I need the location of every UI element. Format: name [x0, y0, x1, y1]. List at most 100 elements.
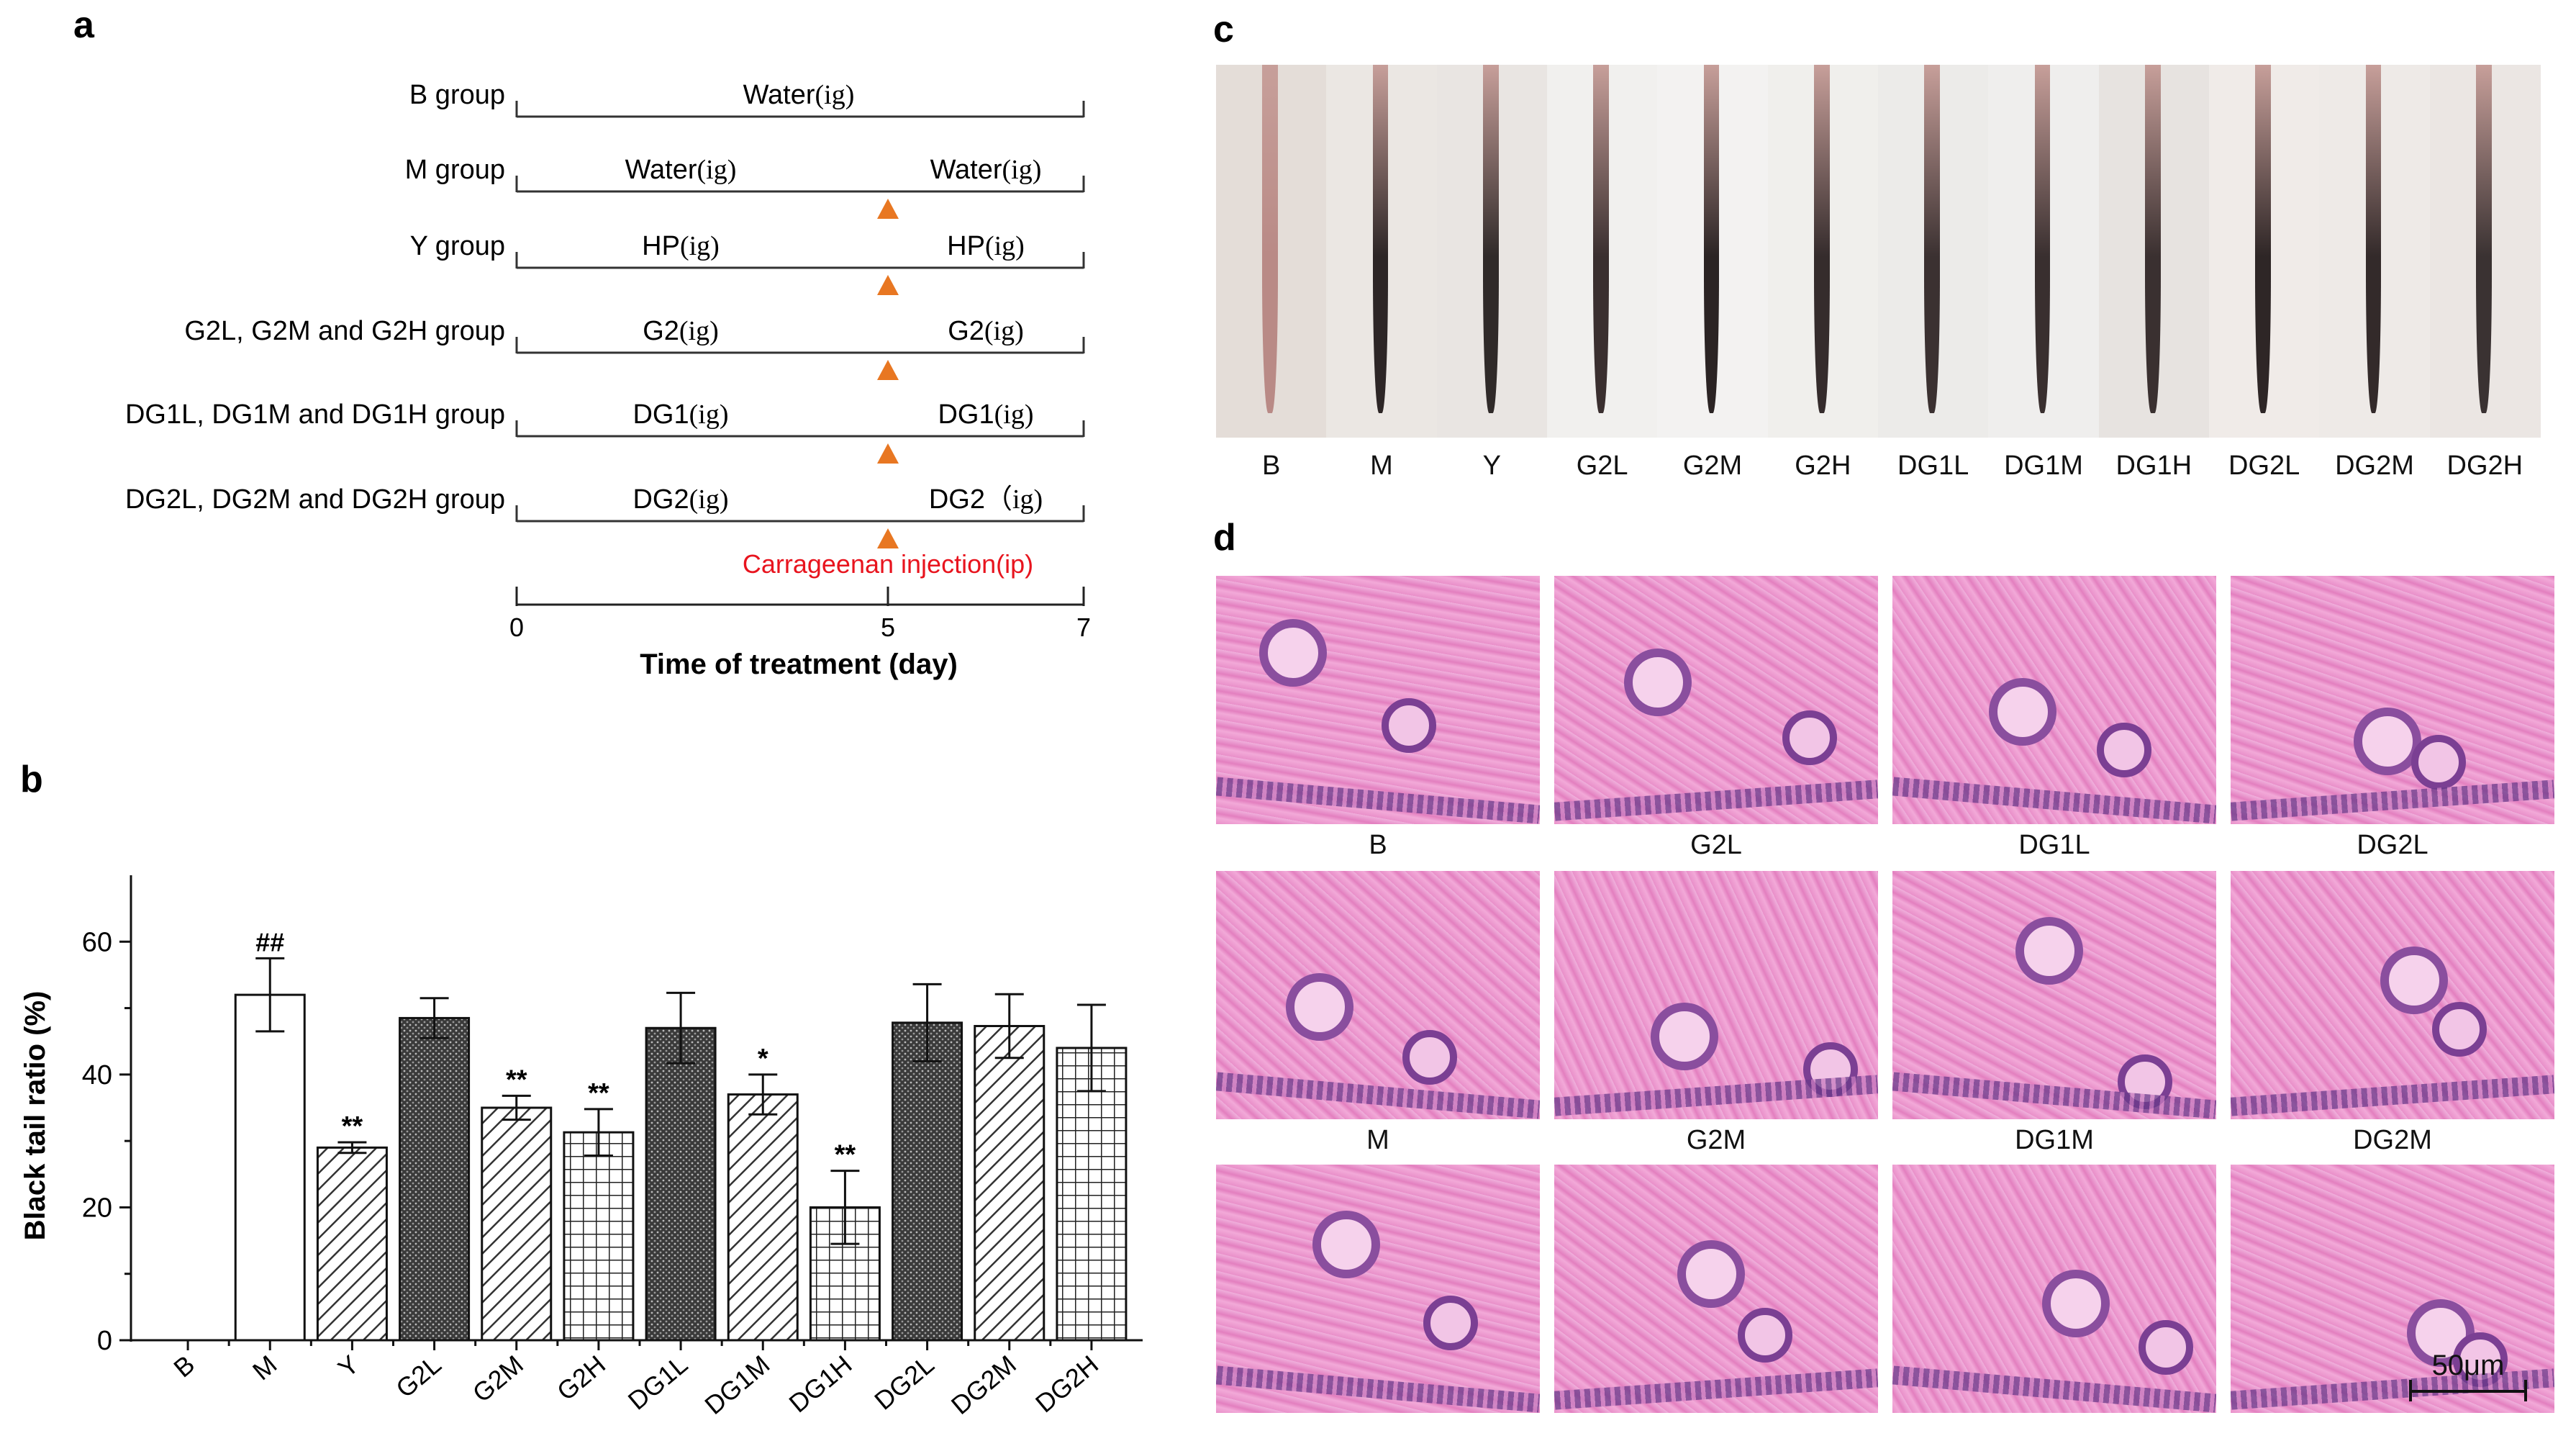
tail-shape [2476, 65, 2492, 413]
significance-mark: ** [342, 1111, 363, 1142]
tail-photo-label: M [1370, 451, 1393, 481]
histology-image [2231, 871, 2554, 1119]
tail-photo-label: B [1261, 451, 1281, 481]
timeline-treatment-after: HP(ig) [947, 231, 1025, 261]
histology-image [1892, 871, 2216, 1119]
timeline-group-label: DG1L, DG1M and DG1H group [125, 399, 505, 430]
panel-label-a: a [73, 4, 95, 46]
panel-label-b: b [20, 759, 43, 800]
timeline-treatment-after: G2(ig) [948, 316, 1024, 346]
bar-G2L [399, 1016, 471, 1342]
tail-shape [1483, 65, 1499, 413]
histology-label: M [1366, 1125, 1389, 1155]
tail-photo-label: DG2M [2335, 451, 2414, 481]
timeline-treatment-after: DG1(ig) [938, 399, 1033, 430]
histology-label: G2L [1690, 830, 1742, 860]
injection-marker [877, 443, 899, 464]
tail-shape [1593, 65, 1609, 413]
histology-label: B [1369, 830, 1387, 860]
bar-G2M [481, 1106, 553, 1342]
histology-label: DG2M [2353, 1125, 2432, 1155]
bar-DG2L [892, 1021, 963, 1342]
timeline-treatment-after: DG2（ig) [929, 484, 1043, 515]
x-tick-label: DG1H [784, 1350, 858, 1419]
significance-mark: ## [255, 927, 284, 957]
injection-marker [877, 360, 899, 380]
histology-image [2231, 576, 2554, 824]
tail-photo-label: DG1M [2004, 451, 2083, 481]
timeline-panel: a B group Water(ig) M group Water(ig) Water(… [73, 4, 1091, 680]
x-tick-label: DG1L [622, 1350, 693, 1416]
bar-chart-panel: b Black tail ratio (%) 0 20 40 60 B ## M ** Y G2… [19, 759, 1143, 1420]
timeline-treatment-after: Water(ig) [930, 155, 1042, 185]
timeline-xlabel: Time of treatment (day) [640, 649, 958, 680]
x-tick-label: M [247, 1350, 282, 1386]
scale-bar-label: 50μm [2431, 1350, 2505, 1381]
bar-Y [316, 1146, 388, 1342]
panel-label-d: d [1213, 517, 1236, 559]
tail-shape [1703, 65, 1720, 413]
tail-photo-label: G2M [1682, 451, 1743, 481]
timeline-treatment-before: G2(ig) [643, 316, 719, 346]
scale-bar: 50μm [2403, 1350, 2533, 1407]
tail-shape [2365, 65, 2382, 413]
bar-DG2M [974, 1024, 1046, 1342]
timeline-treatment-before: DG1(ig) [632, 399, 728, 430]
tail-shape [2145, 65, 2161, 413]
panel-label-c: c [1213, 9, 1234, 50]
histology-image [1216, 871, 1540, 1119]
timeline-treatment-before: Water(ig) [743, 80, 855, 110]
bar-DG1L [645, 1026, 717, 1342]
timeline-group-label: Y group [410, 231, 505, 261]
tail-shape [2255, 65, 2271, 413]
timeline-treatment-before: Water(ig) [625, 155, 737, 185]
tail-shape [1814, 65, 1830, 413]
tail-photo-label: DG2L [2228, 451, 2300, 481]
y-tick-label: 60 [82, 927, 112, 957]
timeline-group-label: G2L, G2M and G2H group [184, 316, 505, 346]
tail-photo-label: DG2H [2446, 451, 2523, 481]
x-tick-label: G2L [390, 1350, 446, 1404]
histology-label: DG1M [2015, 1125, 2094, 1155]
injection-marker [877, 275, 899, 295]
timeline-group-label: DG2L, DG2M and DG2H group [125, 484, 505, 515]
tail-shape [1372, 65, 1389, 413]
timeline-treatment-before: DG2(ig) [632, 484, 728, 515]
histology-label: DG1L [2018, 830, 2090, 860]
tail-photo-label: G2H [1795, 451, 1851, 481]
x-tick-label: G2H [551, 1350, 611, 1406]
x-tick-label: G2M [467, 1350, 529, 1409]
histology-image [1554, 576, 1878, 824]
tail-photo-strip [1216, 65, 2541, 438]
tail-shape [1262, 65, 1278, 413]
bar-DG1M [727, 1093, 799, 1342]
timeline-tick-0: 0 [509, 613, 524, 642]
bar-G2H [563, 1131, 635, 1342]
y-axis-label: Black tail ratio (%) [19, 991, 51, 1241]
histology-image [1554, 871, 1878, 1119]
timeline-group-label: M group [405, 155, 505, 185]
histology-image [1892, 1165, 2216, 1413]
y-tick-label: 0 [97, 1326, 112, 1356]
x-tick-label: DG2H [1030, 1350, 1104, 1419]
timeline-tick-5: 5 [881, 613, 895, 642]
tail-photo-label: DG1L [1897, 451, 1969, 481]
x-tick-label: Y [332, 1350, 365, 1383]
injection-marker [877, 528, 899, 548]
y-tick-label: 20 [82, 1193, 112, 1223]
histology-label: G2M [1686, 1125, 1746, 1155]
histology-image [1216, 576, 1540, 824]
histology-image [1216, 1165, 1540, 1413]
timeline-treatment-before: HP(ig) [642, 231, 720, 261]
timeline-axis: 0 5 7 Time of treatment (day) [509, 587, 1091, 680]
tail-shape [2034, 65, 2051, 413]
significance-mark: ** [588, 1078, 609, 1108]
injection-marker [877, 199, 899, 219]
x-tick-label: B [168, 1350, 200, 1383]
tail-photo-label: G2L [1576, 451, 1628, 481]
significance-mark: ** [835, 1140, 856, 1170]
tail-photo-label: Y [1482, 451, 1501, 481]
histology-image [1892, 576, 2216, 824]
histology-label: DG2L [2357, 830, 2428, 860]
bar-DG2H [1056, 1047, 1128, 1342]
